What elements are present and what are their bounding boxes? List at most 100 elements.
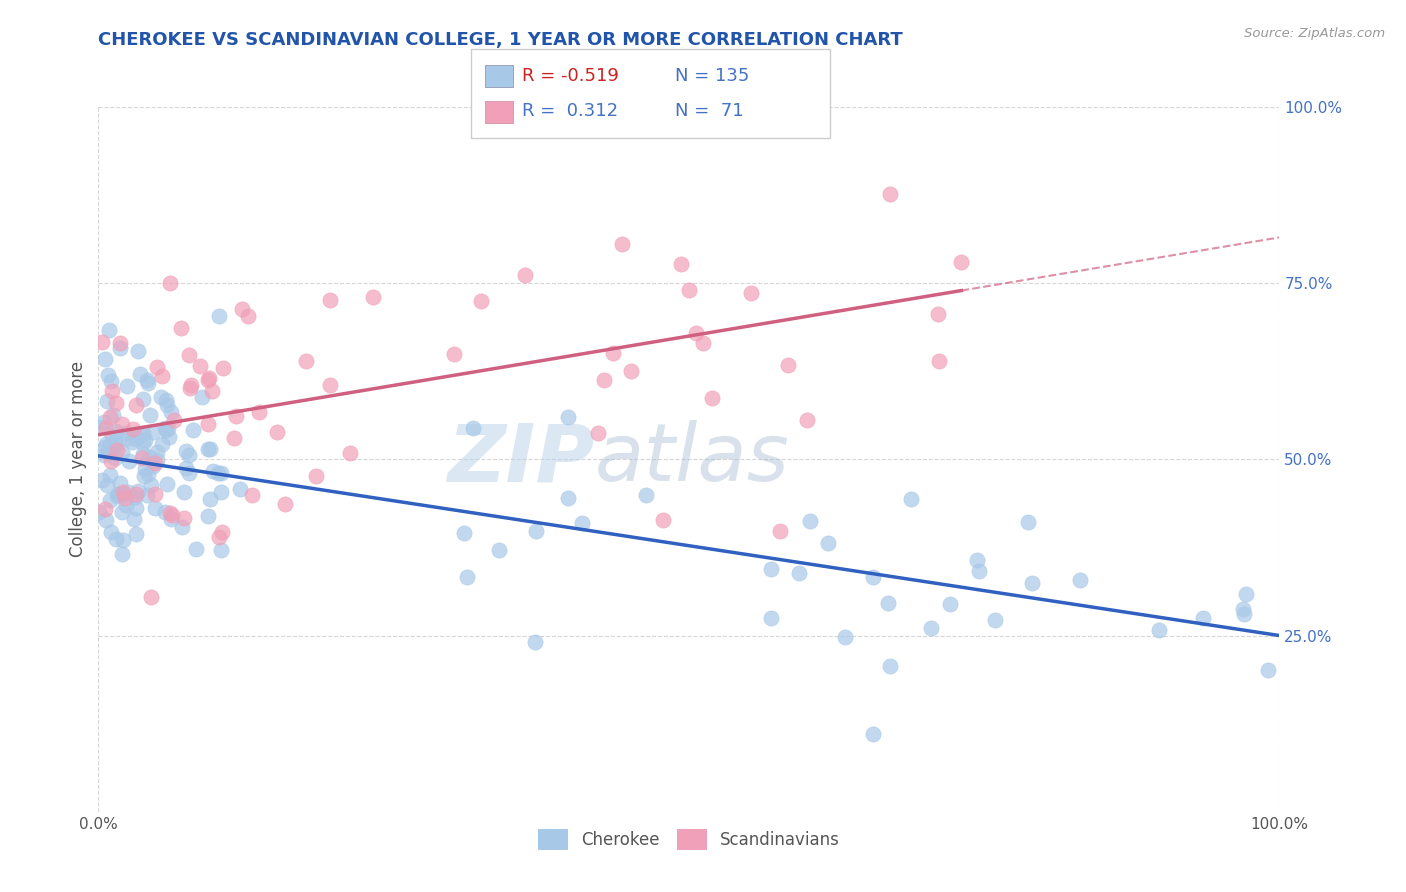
Point bbox=[143, 500, 166, 515]
Point bbox=[132, 435, 155, 450]
Point bbox=[101, 384, 124, 398]
Point bbox=[98, 438, 121, 452]
Point bbox=[131, 447, 153, 461]
Point bbox=[103, 408, 125, 422]
Text: R = -0.519: R = -0.519 bbox=[522, 67, 619, 85]
Point bbox=[1147, 624, 1170, 638]
Text: N = 135: N = 135 bbox=[675, 67, 749, 85]
Point bbox=[636, 488, 658, 502]
Point bbox=[181, 423, 204, 437]
Point bbox=[443, 347, 465, 361]
Legend: Cherokee, Scandinavians: Cherokee, Scandinavians bbox=[531, 822, 846, 856]
Point bbox=[91, 474, 114, 488]
Point bbox=[209, 543, 232, 558]
Point bbox=[107, 489, 129, 503]
Point bbox=[125, 398, 148, 412]
Point bbox=[197, 509, 219, 524]
Point bbox=[862, 570, 884, 584]
Point bbox=[620, 364, 643, 378]
Point bbox=[1234, 587, 1257, 601]
Point bbox=[209, 485, 232, 500]
Point bbox=[197, 442, 219, 457]
Point bbox=[671, 256, 693, 270]
Point bbox=[488, 543, 510, 558]
Point bbox=[104, 451, 127, 466]
Point bbox=[145, 456, 167, 470]
Point bbox=[685, 326, 707, 341]
Point bbox=[184, 542, 207, 557]
Point bbox=[94, 502, 117, 516]
Point bbox=[180, 377, 202, 392]
Point bbox=[173, 484, 195, 499]
Point bbox=[132, 468, 155, 483]
Point bbox=[787, 566, 810, 580]
Point bbox=[87, 504, 110, 518]
Point bbox=[159, 512, 181, 526]
Point bbox=[879, 186, 901, 201]
Point bbox=[305, 469, 328, 483]
Point bbox=[513, 268, 536, 282]
Point bbox=[983, 613, 1005, 627]
Point bbox=[139, 408, 162, 422]
Point bbox=[132, 425, 155, 440]
Point bbox=[198, 371, 221, 385]
Point bbox=[877, 596, 900, 610]
Point bbox=[266, 425, 288, 439]
Point bbox=[211, 524, 233, 539]
Point bbox=[201, 464, 224, 478]
Point bbox=[761, 611, 783, 625]
Point bbox=[1232, 602, 1254, 616]
Point bbox=[463, 420, 485, 434]
Point bbox=[93, 448, 115, 462]
Text: N =  71: N = 71 bbox=[675, 103, 744, 120]
Point bbox=[142, 458, 165, 473]
Point bbox=[222, 431, 245, 445]
Point bbox=[134, 462, 156, 476]
Point bbox=[108, 341, 131, 355]
Point bbox=[121, 434, 143, 449]
Point bbox=[100, 375, 122, 389]
Point bbox=[94, 351, 117, 366]
Point bbox=[236, 309, 259, 323]
Point bbox=[678, 283, 700, 297]
Point bbox=[115, 426, 138, 441]
Point bbox=[117, 431, 139, 445]
Point bbox=[225, 409, 247, 423]
Point bbox=[191, 390, 214, 404]
Point bbox=[470, 294, 492, 309]
Point bbox=[170, 520, 193, 534]
Point bbox=[200, 492, 222, 507]
Point bbox=[97, 446, 120, 460]
Point bbox=[132, 392, 155, 406]
Point bbox=[651, 513, 673, 527]
Point bbox=[98, 493, 121, 508]
Point bbox=[456, 569, 478, 583]
Point bbox=[105, 424, 128, 438]
Point bbox=[135, 372, 157, 386]
Point bbox=[799, 514, 821, 528]
Point bbox=[966, 553, 988, 567]
Point bbox=[319, 378, 342, 392]
Text: atlas: atlas bbox=[595, 420, 789, 499]
Point bbox=[105, 438, 128, 452]
Point bbox=[240, 488, 263, 502]
Point bbox=[100, 525, 122, 540]
Point bbox=[361, 290, 384, 304]
Point bbox=[817, 536, 839, 550]
Point bbox=[136, 376, 159, 390]
Point bbox=[139, 590, 162, 604]
Point bbox=[969, 564, 991, 578]
Point bbox=[160, 508, 183, 522]
Point bbox=[150, 369, 173, 384]
Point bbox=[111, 505, 134, 519]
Point bbox=[114, 491, 136, 505]
Point bbox=[98, 322, 121, 336]
Point bbox=[125, 500, 148, 515]
Point bbox=[159, 506, 181, 520]
Point bbox=[112, 486, 135, 500]
Point bbox=[108, 487, 131, 501]
Point bbox=[593, 373, 616, 387]
Point bbox=[90, 420, 112, 434]
Point bbox=[174, 443, 197, 458]
Point bbox=[105, 396, 128, 410]
